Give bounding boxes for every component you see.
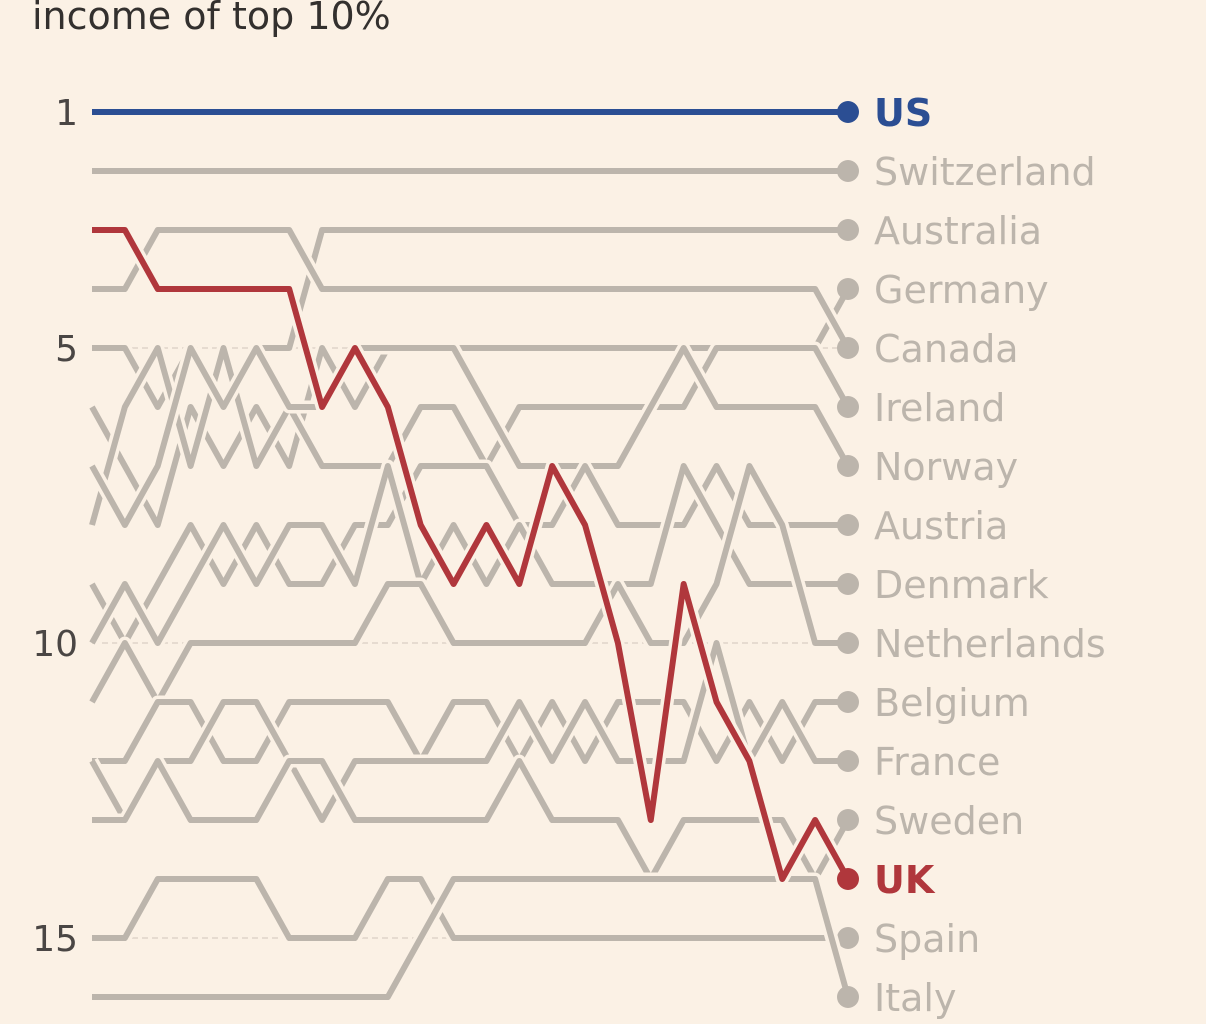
- series-label: Sweden: [874, 799, 1024, 843]
- series-line-sweden: [92, 758, 851, 882]
- series-label: Denmark: [874, 563, 1049, 607]
- chart-subtitle: income of top 10%: [32, 0, 391, 38]
- series-line-belgium: [92, 699, 848, 764]
- series-end-dot: [837, 337, 859, 359]
- series-label: Ireland: [874, 386, 1005, 430]
- series-label: UK: [874, 858, 936, 902]
- series-line-outline: [92, 872, 848, 945]
- series-label: Spain: [874, 917, 980, 961]
- series-end-dot: [837, 809, 859, 831]
- series-end-dot: [837, 986, 859, 1008]
- series-end-dot: [837, 160, 859, 182]
- series-label: Canada: [874, 327, 1019, 371]
- y-tick-label: 5: [55, 329, 78, 370]
- series-label: Netherlands: [874, 622, 1106, 666]
- series-label: Germany: [874, 268, 1049, 312]
- y-tick-label: 15: [32, 919, 78, 960]
- series-line-austria: [89, 463, 848, 646]
- series-end-dot: [837, 750, 859, 772]
- series-line-outline: [86, 459, 848, 709]
- series-line-norway: [89, 345, 851, 528]
- series-line-canada: [92, 227, 851, 350]
- series-label: Austria: [874, 504, 1008, 548]
- series-label: Belgium: [874, 681, 1030, 725]
- series-line-france: [89, 640, 848, 823]
- series-end-dot: [837, 514, 859, 536]
- series-label: France: [874, 740, 1000, 784]
- series-label: Switzerland: [874, 150, 1096, 194]
- series-end-dot: [837, 278, 859, 300]
- series-end-dot: [837, 691, 859, 713]
- y-tick-label: 10: [32, 624, 78, 665]
- series-end-dot: [837, 396, 859, 418]
- series-end-dot: [837, 455, 859, 477]
- series-end-dot: [837, 632, 859, 654]
- series-label: US: [874, 91, 932, 135]
- y-tick-label: 1: [55, 93, 78, 134]
- series-end-dot: [837, 868, 859, 890]
- series-end-dot: [837, 219, 859, 241]
- series-line-spain: [92, 876, 848, 941]
- series-label: Norway: [874, 445, 1018, 489]
- series-line-uk: [92, 227, 851, 882]
- series-label: Italy: [874, 976, 956, 1020]
- series-end-dot: [837, 573, 859, 595]
- series-line-italy: [92, 876, 851, 1000]
- series-end-dot: [837, 927, 859, 949]
- series-line-netherlands: [89, 463, 848, 705]
- series-end-dot: [837, 101, 859, 123]
- series-label: Australia: [874, 209, 1042, 253]
- series-line-ireland: [89, 345, 851, 526]
